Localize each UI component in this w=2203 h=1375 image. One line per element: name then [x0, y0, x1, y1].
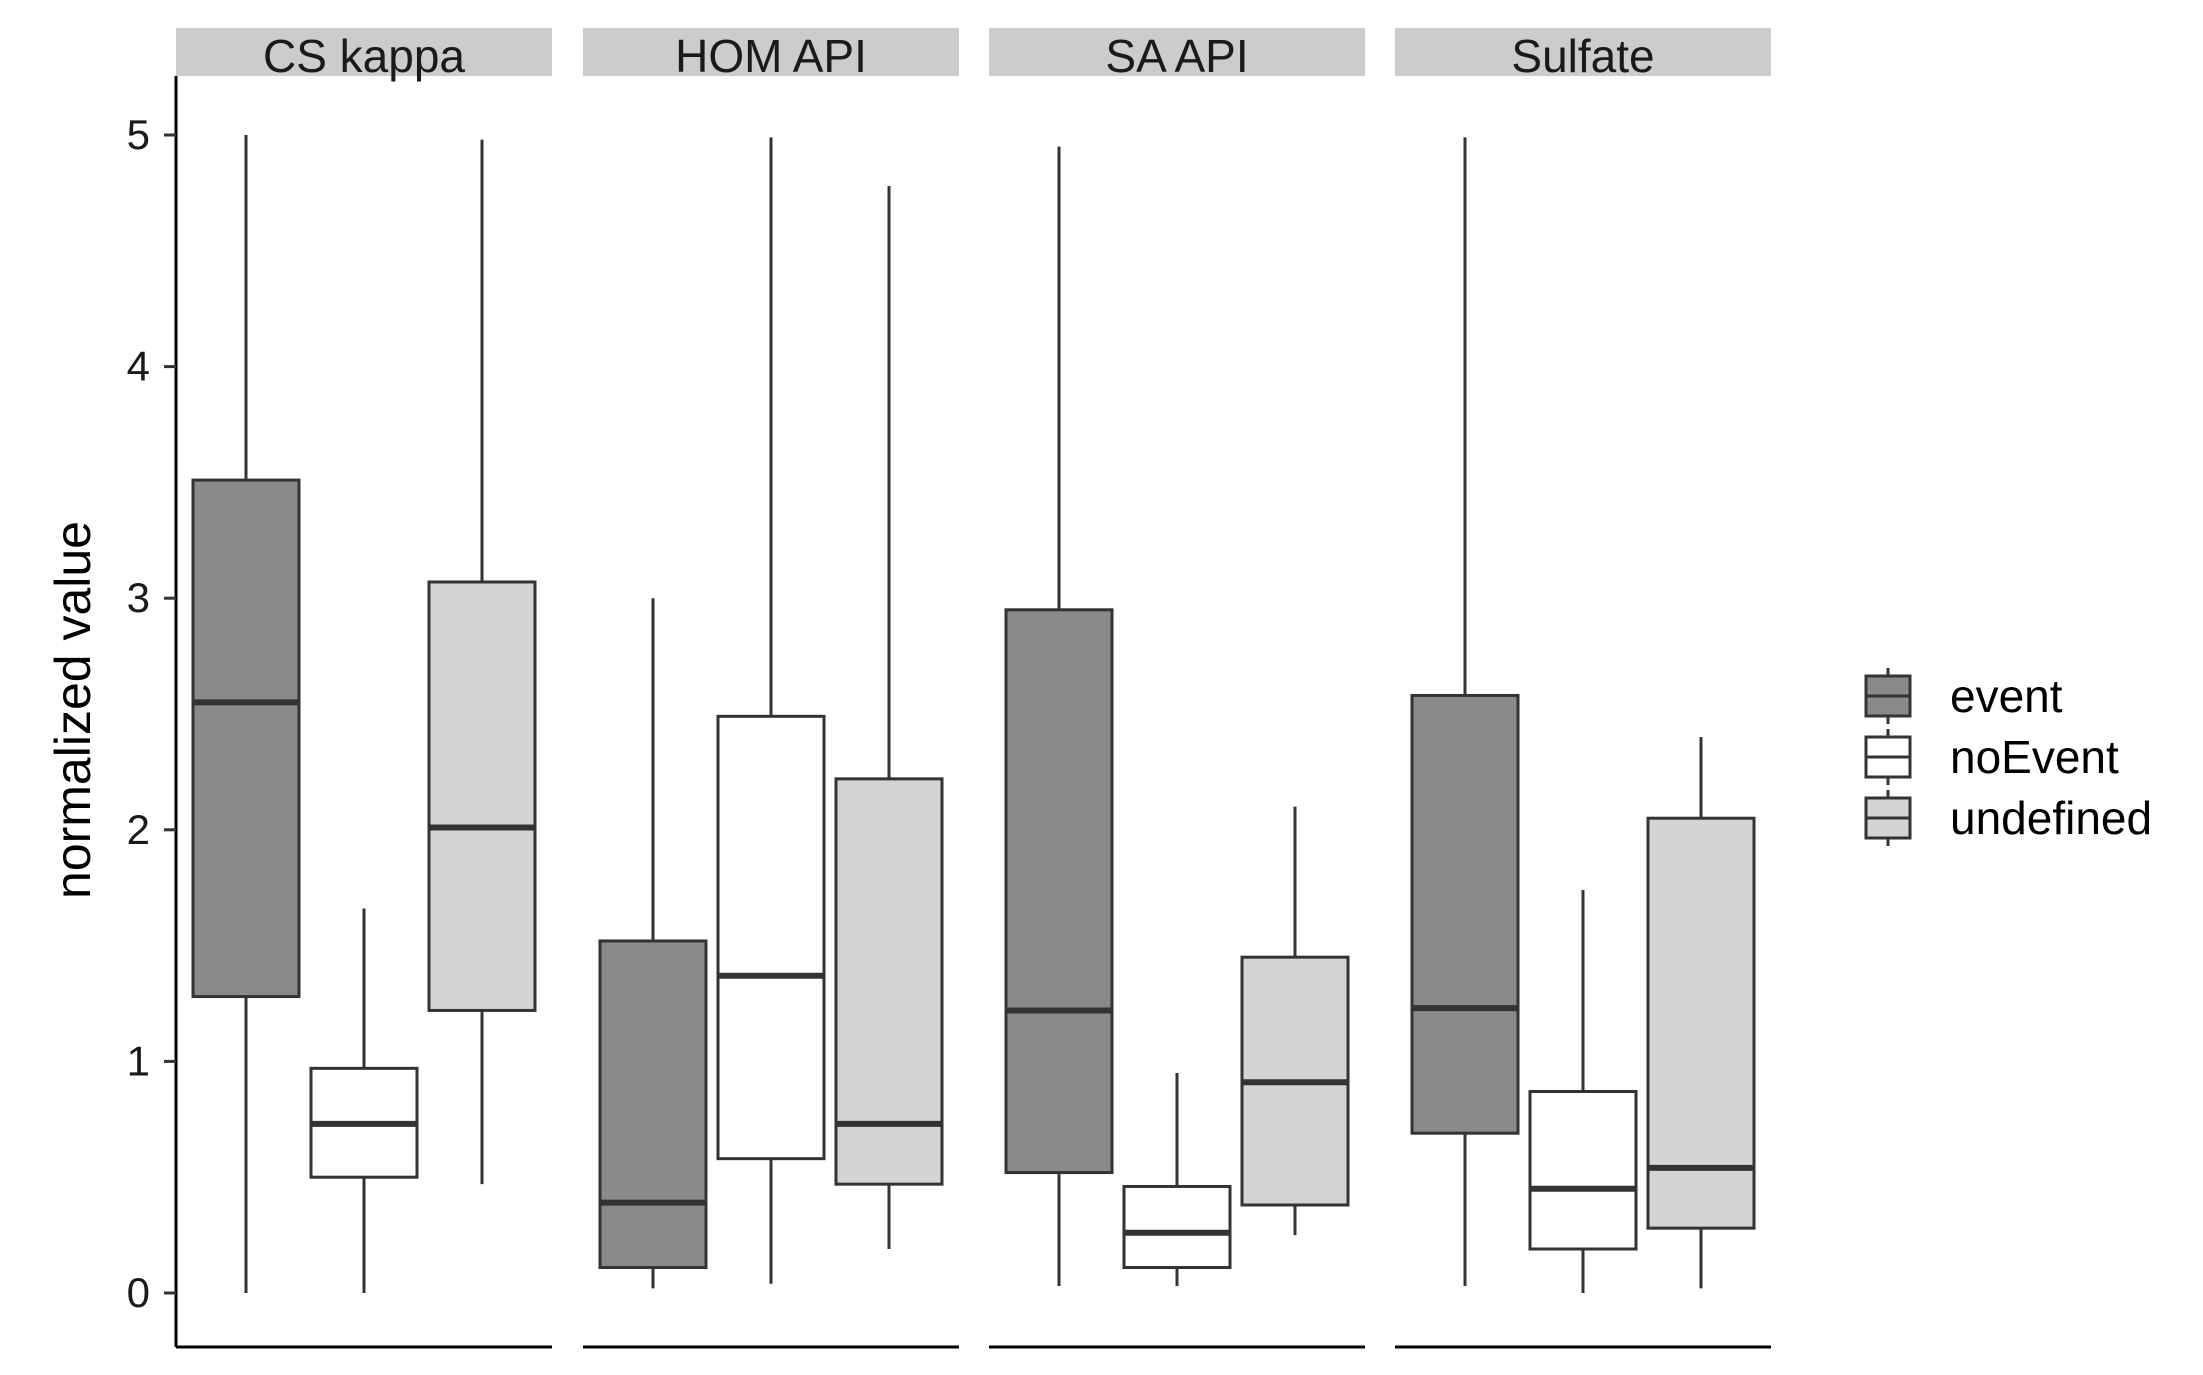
- box-iqr: [1528, 1090, 1638, 1251]
- y-axis-title: normalized value: [45, 521, 101, 899]
- legend: event noEvent undefined: [1864, 668, 2152, 846]
- box-undefined: [834, 185, 944, 1249]
- box-noEvent: [1528, 890, 1638, 1293]
- y-axis: 0 1 2 3 4 5: [127, 76, 178, 1347]
- box-event: [598, 598, 708, 1289]
- box-undefined: [427, 139, 537, 1185]
- legend-item-noEvent: noEvent: [1864, 729, 2119, 785]
- box-event: [191, 135, 301, 1293]
- facet-strip-label: CS kappa: [263, 30, 465, 82]
- box-noEvent: [716, 137, 826, 1284]
- facet-strip: [1395, 28, 1771, 76]
- y-tick-label: 1: [127, 1037, 150, 1084]
- facet-strip: [176, 28, 552, 76]
- box-event: [1410, 137, 1520, 1287]
- y-tick-label: 3: [127, 574, 150, 621]
- facet-strip: [583, 28, 959, 76]
- box-iqr: [1004, 608, 1114, 1175]
- y-tick-label: 0: [127, 1269, 150, 1316]
- facet-strip-label: HOM API: [675, 30, 867, 82]
- facet-panels: CS kappa HOM API SA API Sulfate: [176, 28, 1771, 1349]
- legend-label: noEvent: [1950, 731, 2119, 783]
- box-iqr: [1646, 816, 1756, 1230]
- box-iqr: [1410, 693, 1520, 1135]
- y-tick-label: 5: [127, 111, 150, 158]
- y-tick-label: 4: [127, 343, 150, 390]
- facet-strip-label: SA API: [1105, 30, 1248, 82]
- legend-item-undefined: undefined: [1864, 790, 2152, 846]
- legend-item-event: event: [1864, 668, 2063, 724]
- facet-strip: [989, 28, 1365, 76]
- facet-panel: CS kappa: [176, 28, 552, 1349]
- box-event: [1004, 146, 1114, 1287]
- facet-panel: HOM API: [583, 28, 959, 1349]
- box-iqr: [191, 478, 301, 999]
- facet-panel: Sulfate: [1395, 28, 1771, 1349]
- box-iqr: [716, 714, 826, 1161]
- box-iqr: [598, 939, 708, 1270]
- y-tick-label: 2: [127, 806, 150, 853]
- box-undefined: [1646, 737, 1756, 1289]
- box-noEvent: [309, 908, 419, 1293]
- box-iqr: [427, 580, 537, 1012]
- legend-label: event: [1950, 670, 2063, 722]
- facet-strip-label: Sulfate: [1511, 30, 1654, 82]
- box-noEvent: [1122, 1072, 1232, 1287]
- box-iqr: [834, 777, 944, 1186]
- box-iqr: [1122, 1184, 1232, 1270]
- box-undefined: [1240, 806, 1350, 1236]
- legend-label: undefined: [1950, 792, 2152, 844]
- facet-panel: SA API: [989, 28, 1365, 1349]
